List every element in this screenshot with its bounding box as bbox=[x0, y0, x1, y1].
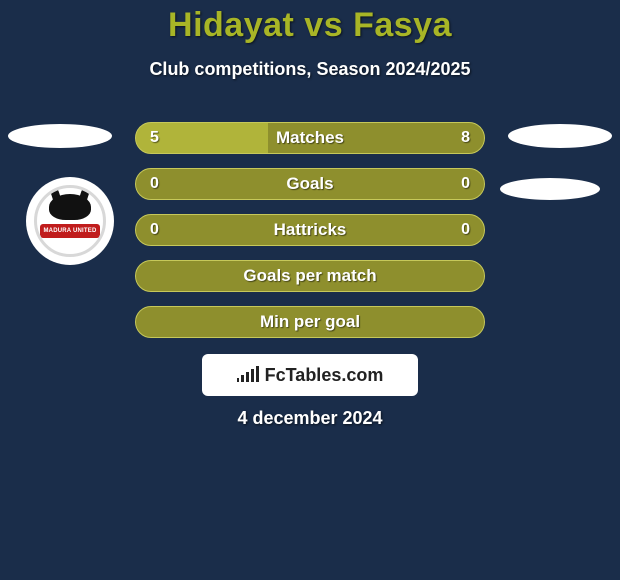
stat-row: 0Hattricks0 bbox=[135, 214, 485, 246]
stat-row: Min per goal bbox=[135, 306, 485, 338]
stat-right-value: 0 bbox=[430, 221, 470, 239]
player-left-name: Hidayat bbox=[168, 6, 294, 44]
stat-right-value: 0 bbox=[430, 175, 470, 193]
date-line: 4 december 2024 bbox=[0, 408, 620, 429]
fctables-logo: FcTables.com bbox=[202, 354, 418, 396]
stat-row: 0Goals0 bbox=[135, 168, 485, 200]
club-badge-inner: MADURA UNITED bbox=[34, 185, 106, 257]
subtitle: Club competitions, Season 2024/2025 bbox=[0, 59, 620, 80]
player-left-placeholder-ellipse bbox=[8, 124, 112, 148]
bar-icon-bar bbox=[251, 369, 254, 382]
stats-area: 5Matches80Goals00Hattricks0Goals per mat… bbox=[135, 122, 485, 352]
main-title: Hidayat vs Fasya bbox=[0, 6, 620, 45]
stat-label: Min per goal bbox=[190, 312, 430, 332]
club-badge-text: MADURA UNITED bbox=[40, 224, 100, 238]
bar-chart-icon bbox=[237, 366, 259, 384]
header: Hidayat vs Fasya Club competitions, Seas… bbox=[0, 0, 620, 80]
stat-row: 5Matches8 bbox=[135, 122, 485, 154]
bull-icon bbox=[49, 194, 91, 220]
player-right-placeholder-ellipse-2 bbox=[500, 178, 600, 200]
player-right-name: Fasya bbox=[353, 6, 452, 44]
stat-left-value: 0 bbox=[150, 221, 190, 239]
stat-row: Goals per match bbox=[135, 260, 485, 292]
stat-right-value: 8 bbox=[430, 129, 470, 147]
bar-icon-bar bbox=[241, 375, 244, 382]
vs-word: vs bbox=[304, 6, 343, 44]
bar-icon-bar bbox=[246, 372, 249, 382]
comparison-infographic: Hidayat vs Fasya Club competitions, Seas… bbox=[0, 0, 620, 580]
club-badge: MADURA UNITED bbox=[26, 177, 114, 265]
stat-left-value: 5 bbox=[150, 129, 190, 147]
bar-icon-bar bbox=[256, 366, 259, 382]
stat-label: Goals per match bbox=[190, 266, 430, 286]
stat-left-value: 0 bbox=[150, 175, 190, 193]
stat-label: Hattricks bbox=[190, 220, 430, 240]
stat-label: Goals bbox=[190, 174, 430, 194]
player-right-placeholder-ellipse-1 bbox=[508, 124, 612, 148]
stat-label: Matches bbox=[190, 128, 430, 148]
fctables-text: FcTables.com bbox=[265, 365, 384, 386]
bar-icon-bar bbox=[237, 378, 240, 382]
